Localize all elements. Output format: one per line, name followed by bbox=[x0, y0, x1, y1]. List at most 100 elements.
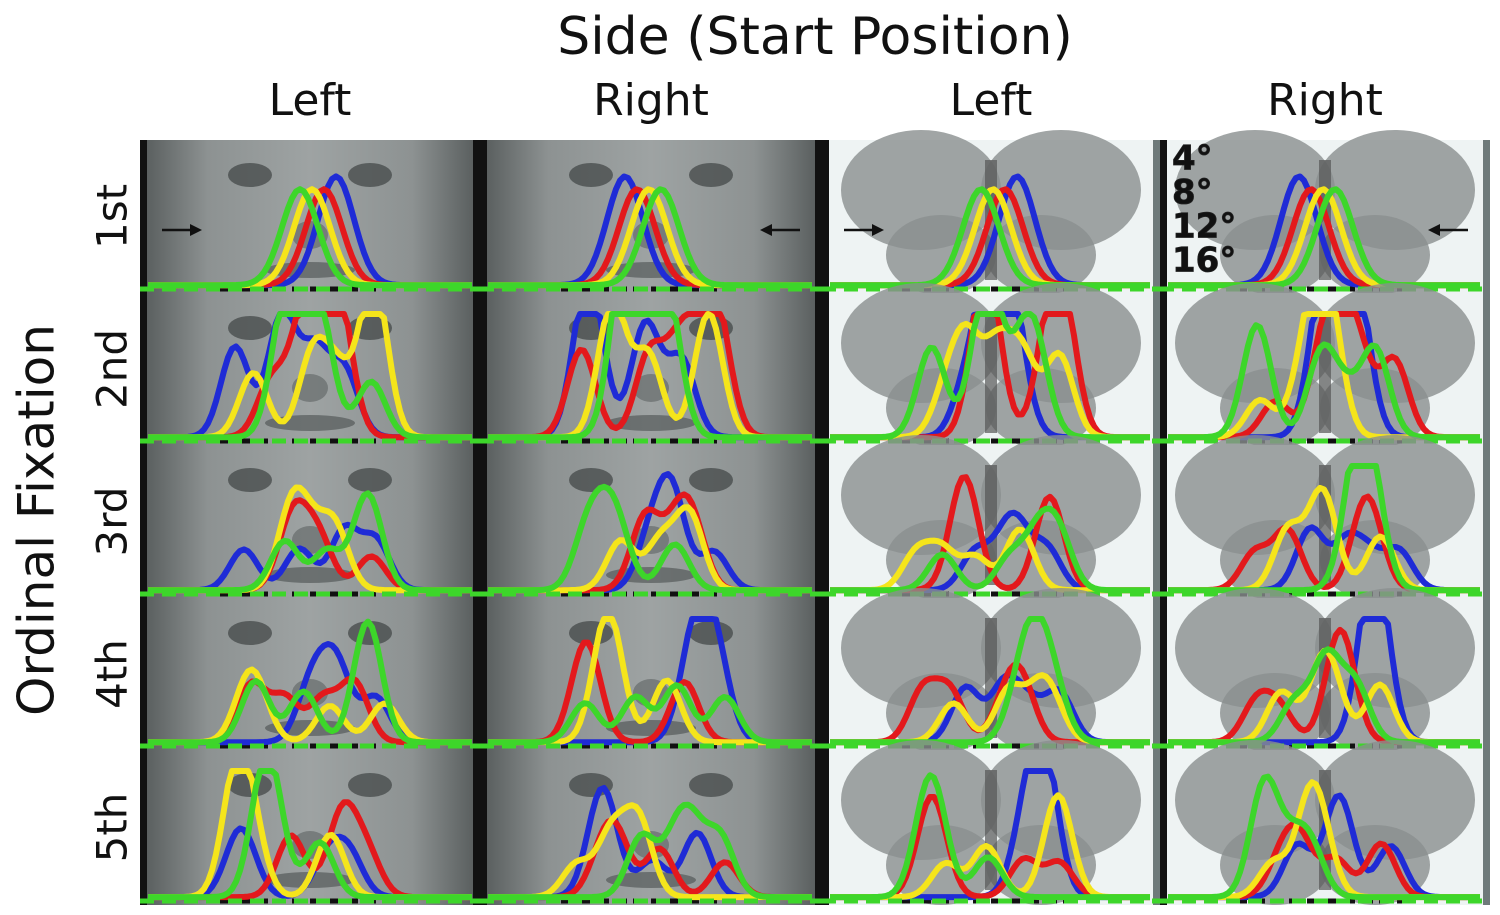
panel bbox=[140, 598, 480, 750]
face-eye bbox=[348, 773, 392, 797]
start-arrow-head bbox=[760, 224, 772, 236]
panel bbox=[140, 140, 480, 293]
panel bbox=[140, 750, 480, 905]
panel bbox=[480, 293, 822, 445]
row-label: 3rd bbox=[88, 487, 137, 557]
panel-edge bbox=[1160, 750, 1167, 905]
panel-edge bbox=[815, 445, 822, 598]
panel bbox=[480, 445, 822, 598]
face-eye bbox=[228, 163, 272, 187]
panel-edge bbox=[1153, 445, 1160, 598]
density-curve bbox=[830, 616, 1150, 746]
panel-edge bbox=[480, 445, 487, 598]
column-label: Left bbox=[950, 75, 1033, 126]
panel bbox=[822, 435, 1160, 600]
face-mouth bbox=[606, 720, 696, 736]
panel-edge bbox=[1160, 445, 1167, 598]
density-curve bbox=[148, 186, 472, 289]
panel bbox=[1160, 588, 1490, 753]
panel bbox=[1160, 283, 1490, 448]
panel bbox=[822, 588, 1160, 753]
panel bbox=[1160, 435, 1490, 600]
face-eye bbox=[348, 163, 392, 187]
panel-edge bbox=[1160, 293, 1167, 445]
panel-edge bbox=[480, 293, 487, 445]
face-eye bbox=[689, 468, 733, 492]
panel-edge bbox=[1153, 750, 1160, 905]
panel-edge bbox=[815, 293, 822, 445]
panel-edge bbox=[473, 293, 480, 445]
column-label: Right bbox=[593, 75, 709, 126]
panel-edge bbox=[815, 598, 822, 750]
face-eye bbox=[689, 163, 733, 187]
legend-label: 12° bbox=[1172, 207, 1236, 247]
face-eye bbox=[228, 621, 272, 645]
column-label: Right bbox=[1267, 75, 1383, 126]
density-curve bbox=[1168, 186, 1480, 289]
panel-edge bbox=[822, 750, 829, 905]
density-curve bbox=[488, 186, 812, 289]
panel bbox=[1160, 130, 1490, 295]
face-eye bbox=[689, 773, 733, 797]
panel-edge bbox=[1153, 140, 1160, 293]
density-curve bbox=[488, 682, 812, 746]
face-eye bbox=[348, 468, 392, 492]
panel bbox=[480, 140, 822, 293]
panel-edge bbox=[1483, 750, 1490, 905]
face-eye bbox=[569, 621, 613, 645]
panel bbox=[480, 598, 822, 750]
density-curve bbox=[1168, 773, 1480, 901]
panel-edge bbox=[1160, 598, 1167, 750]
column-label: Left bbox=[269, 75, 352, 126]
panel-edge bbox=[1153, 293, 1160, 445]
panel-grid bbox=[140, 130, 1490, 905]
panel bbox=[140, 445, 480, 598]
legend-label: 4° bbox=[1172, 139, 1213, 179]
legend-label: 16° bbox=[1172, 241, 1236, 281]
density-curve bbox=[1168, 463, 1480, 594]
panel-edge bbox=[1483, 293, 1490, 445]
panel-edge bbox=[480, 750, 487, 905]
panel-edge bbox=[140, 445, 147, 598]
row-label: 4th bbox=[88, 639, 137, 709]
butterfly-body bbox=[985, 770, 997, 890]
panel-edge bbox=[140, 293, 147, 445]
density-curve bbox=[830, 311, 1150, 441]
density-curve bbox=[148, 490, 472, 594]
panel bbox=[480, 750, 822, 905]
panel bbox=[822, 283, 1160, 448]
panel-edge bbox=[815, 140, 822, 293]
y-axis-label: Ordinal Fixation bbox=[8, 324, 66, 716]
panel-edge bbox=[480, 598, 487, 750]
panel-edge bbox=[822, 140, 829, 293]
density-curve bbox=[148, 311, 472, 441]
row-label: 2nd bbox=[88, 329, 137, 409]
legend-label: 8° bbox=[1172, 173, 1213, 213]
panel-edge bbox=[473, 140, 480, 293]
panel-edge bbox=[140, 750, 147, 905]
density-curve bbox=[488, 483, 812, 594]
panel-edge bbox=[1483, 445, 1490, 598]
row-label: 5th bbox=[88, 793, 137, 863]
panel-edge bbox=[815, 750, 822, 905]
density-curve bbox=[1168, 322, 1480, 441]
panel-edge bbox=[1153, 598, 1160, 750]
panel bbox=[140, 293, 480, 445]
figure-title: Side (Start Position) bbox=[557, 7, 1073, 67]
row-label: 1st bbox=[88, 184, 137, 249]
face-mouth bbox=[265, 567, 355, 583]
density-curve bbox=[830, 186, 1150, 289]
panel-edge bbox=[822, 598, 829, 750]
panel-edge bbox=[473, 598, 480, 750]
panel-edge bbox=[473, 750, 480, 905]
panel-edge bbox=[140, 598, 147, 750]
face-mouth bbox=[606, 872, 696, 888]
density-curve bbox=[1168, 646, 1480, 746]
density-curve bbox=[830, 505, 1150, 594]
density-curve bbox=[148, 768, 472, 901]
panel-edge bbox=[822, 445, 829, 598]
density-curve bbox=[148, 618, 472, 746]
panel-edge bbox=[473, 445, 480, 598]
start-arrow-head bbox=[1428, 224, 1440, 236]
